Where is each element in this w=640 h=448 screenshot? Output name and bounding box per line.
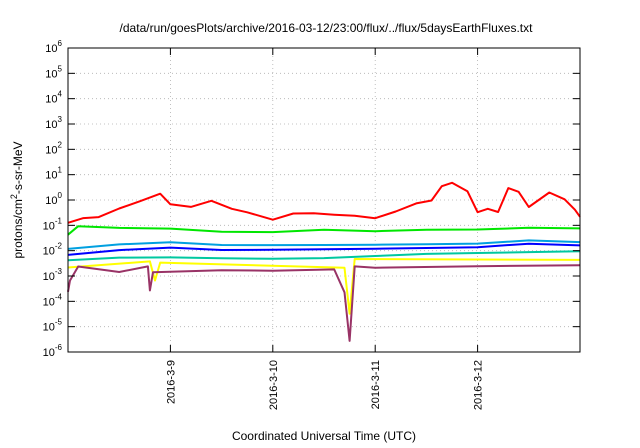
y-tick-label: 10-1 [43, 216, 63, 232]
y-tick-label: 102 [45, 140, 62, 156]
y-tick-label: 10-3 [43, 267, 63, 283]
plot-frame [67, 47, 581, 353]
y-tick-label: 10-4 [43, 292, 63, 308]
grid [68, 48, 580, 352]
x-tick-label: 2016-3-12 [473, 360, 485, 410]
x-tick-label: 2016-3-9 [165, 360, 177, 404]
series-line-2 [67, 225, 581, 236]
x-axis-label: Coordinated Universal Time (UTC) [232, 429, 416, 443]
series-line-7 [67, 264, 581, 342]
y-tick-label: 101 [45, 166, 62, 182]
x-tick-label: 2016-3-11 [370, 360, 382, 409]
y-tick-label: 10-5 [43, 318, 63, 334]
y-tick-label: 105 [45, 64, 62, 80]
series-line-3 [67, 239, 581, 250]
y-tick-label: 10-6 [43, 343, 63, 359]
axis-ticks: 10-6 10-5 10-4 10-3 10-2 10-1 100 101 102 103 104 1… [43, 39, 580, 410]
series-lines [67, 181, 581, 342]
y-tick-label: 104 [45, 90, 62, 106]
series-line-4 [67, 242, 581, 256]
y-axis-label: protons/cm2-s-sr-MeV [9, 141, 25, 258]
y-tick-label: 10-2 [43, 242, 63, 258]
y-tick-label: 106 [45, 39, 62, 55]
y-tick-label: 103 [45, 115, 62, 131]
series-line-5 [67, 250, 581, 262]
x-tick-label: 2016-3-10 [268, 360, 280, 410]
y-tick-label: 100 [45, 191, 62, 207]
chart-title: /data/run/goesPlots/archive/2016-03-12/2… [120, 21, 534, 35]
series-line-1 [67, 181, 581, 224]
